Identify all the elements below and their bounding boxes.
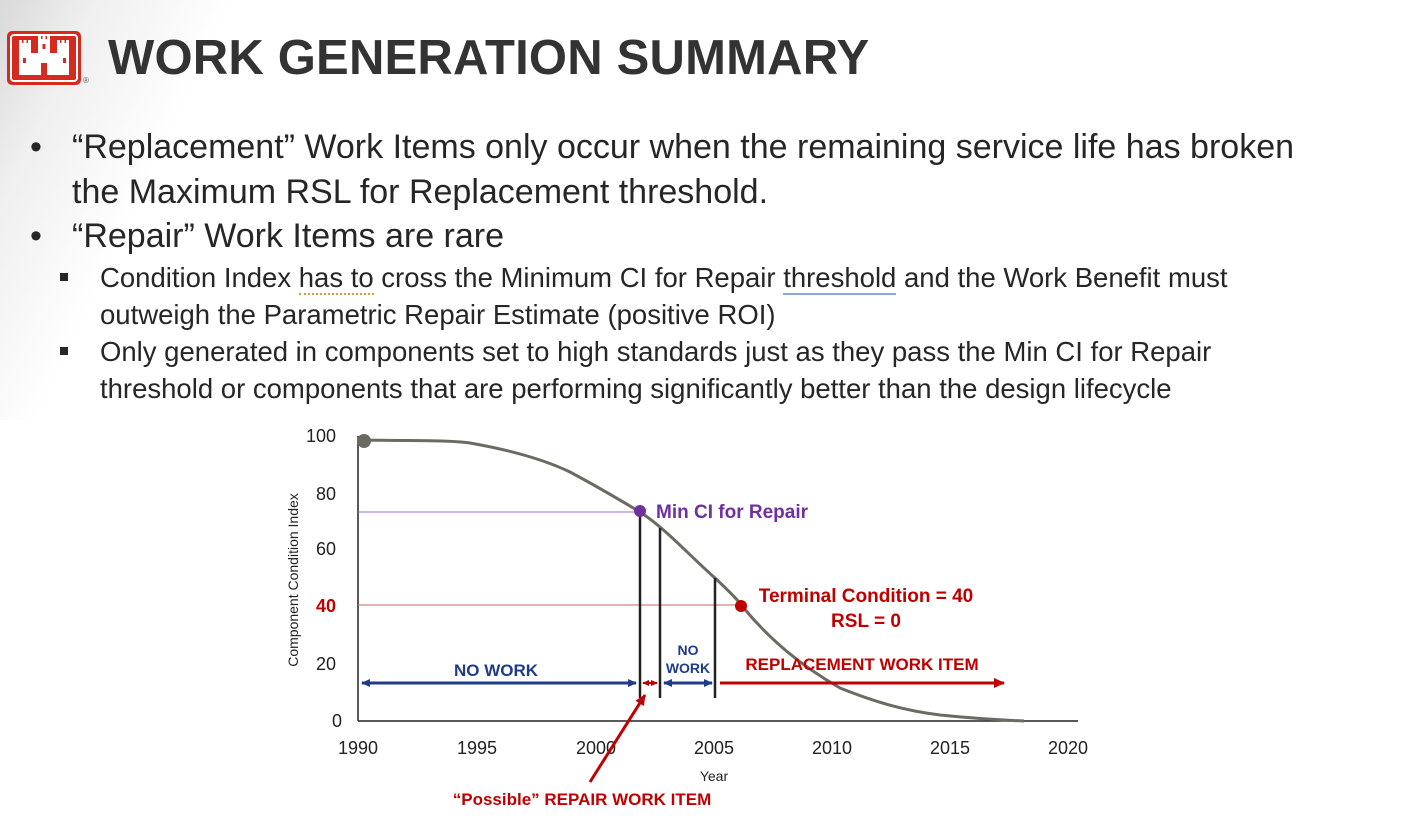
text-span: Condition Index [100,262,299,293]
bullet-dot: • [30,128,42,166]
subbullet-text-line: Only generated in components set to high… [100,336,1212,367]
no-work-short-label-bottom: WORK [666,660,710,676]
subbullet-text-line: Condition Index has to cross the Minimum… [100,259,1228,296]
subbullet-only-generated: Only generated in components set to high… [60,333,1212,407]
subbullet-text-line: outweigh the Parametric Repair Estimate … [100,299,776,330]
registered-mark: ® [83,76,89,85]
y-axis-title: Component Condition Index [285,493,301,667]
x-tick-label: 2000 [576,738,616,758]
castle-icon [7,31,81,85]
bullet-replacement: • “Replacement” Work Items only occur wh… [30,125,1295,215]
y-tick-label: 100 [306,426,336,446]
text-span: cross the Minimum CI for Repair [373,262,784,293]
text-span: and the Work Benefit must [896,262,1228,293]
bullet-text-line: the Maximum RSL for Replacement threshol… [72,173,769,211]
square-bullet-icon [60,347,68,355]
rsl-label: RSL = 0 [831,611,901,632]
slide-title: WORK GENERATION SUMMARY [108,31,870,85]
possible-repair-label: “Possible” REPAIR WORK ITEM [453,790,712,809]
no-work-label: NO WORK [454,661,539,680]
replacement-label: REPLACEMENT WORK ITEM [745,655,978,674]
bullet-dot: • [30,217,42,255]
bullet-text-line: “Replacement” Work Items only occur when… [72,128,1295,166]
y-tick-label: 20 [316,654,336,674]
y-tick-label-terminal: 40 [316,596,336,616]
y-tick-label: 0 [332,711,342,731]
x-tick-label: 2005 [694,738,734,758]
bullet-repair: • “Repair” Work Items are rare [30,214,505,259]
possible-repair-arrow [588,694,647,783]
x-tick-label: 1990 [338,738,378,758]
subbullet-condition-index: Condition Index has to cross the Minimum… [60,259,1228,333]
subbullet-text-line: threshold or components that are perform… [100,373,1172,404]
bullet-text-line: “Repair” Work Items are rare [72,217,505,255]
x-tick-label: 1995 [457,738,497,758]
x-tick-label: 2015 [930,738,970,758]
text-span-underlined: threshold [783,262,897,295]
min-ci-point [634,505,646,517]
min-ci-label: Min CI for Repair [656,502,809,523]
x-tick-label: 2010 [812,738,852,758]
start-point [357,434,371,448]
no-work-short-label-top: NO [678,642,699,658]
terminal-point [735,600,747,612]
text-span-dotted: has to [298,262,374,295]
x-axis-title: Year [700,768,729,784]
x-tick-label: 2020 [1048,738,1088,758]
y-tick-label: 80 [316,484,336,504]
square-bullet-icon [60,273,68,281]
terminal-condition-label: Terminal Condition = 40 [759,586,973,607]
y-tick-label: 60 [316,539,336,559]
deterioration-curve [363,438,1025,723]
